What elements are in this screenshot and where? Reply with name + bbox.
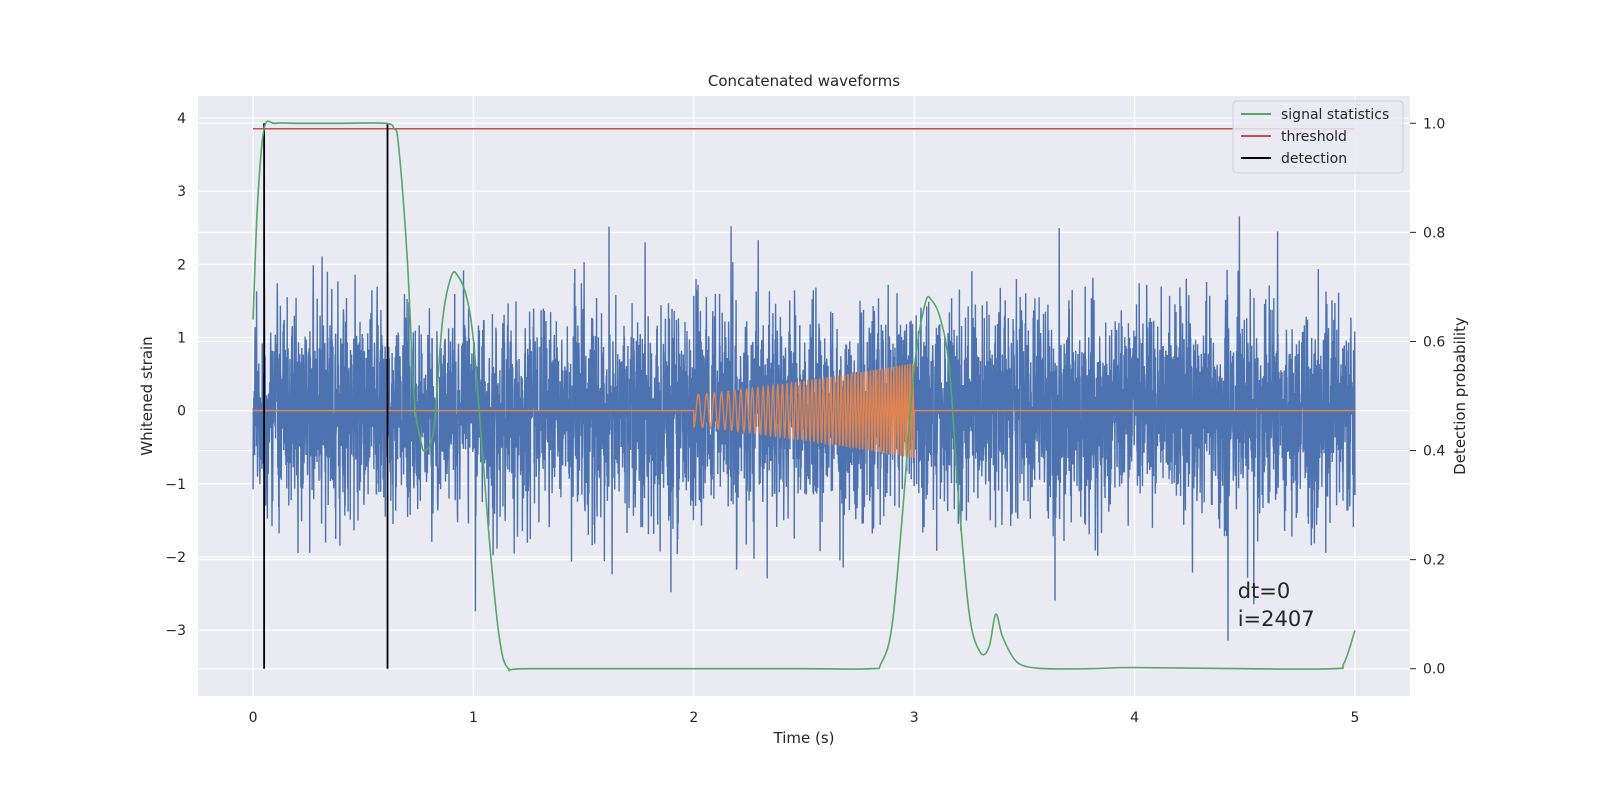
legend-label: detection xyxy=(1281,151,1347,167)
legend: signal statistics threshold detection xyxy=(1232,100,1404,174)
y-axis-label-right: Detection probability xyxy=(1451,317,1469,475)
y-tick-label-right: 0.8 xyxy=(1423,225,1445,241)
legend-label: threshold xyxy=(1281,129,1347,145)
y-tick-label-left: −1 xyxy=(165,477,186,493)
legend-box xyxy=(1232,100,1404,174)
y-tick-label-left: 0 xyxy=(177,404,186,420)
y-tick-label-right: 0.4 xyxy=(1423,444,1445,460)
y-tick-label-left: −3 xyxy=(165,623,186,639)
chart-title: Concatenated waveforms xyxy=(708,72,900,90)
grid-lines xyxy=(198,96,1410,696)
y-tick-label-left: 2 xyxy=(177,257,186,273)
y-tick-label-right: 1.0 xyxy=(1423,116,1445,132)
x-tick-label: 0 xyxy=(249,710,258,726)
data-layer xyxy=(252,120,1356,672)
x-tick-label: 4 xyxy=(1130,710,1139,726)
y-tick-label-left: −2 xyxy=(165,550,186,566)
annotation-line: dt=0 xyxy=(1238,579,1291,603)
noise-series-line xyxy=(252,216,1356,641)
x-tick-label: 2 xyxy=(689,710,698,726)
y-tick-label-left: 3 xyxy=(177,184,186,200)
y-tick-label-right: 0.6 xyxy=(1423,334,1445,350)
y-tick-label-right: 0.2 xyxy=(1423,553,1445,569)
tick-labels: 0 1 2 3 4 5 −3 −2 −1 0 1 2 3 4 0.0 0.2 0.4 0.6 0.8 1.0 xyxy=(165,111,1445,726)
legend-label: signal statistics xyxy=(1281,107,1389,123)
x-tick-label: 3 xyxy=(910,710,919,726)
x-tick-label: 5 xyxy=(1350,710,1359,726)
injection-series-line xyxy=(253,363,1355,459)
annotation-line: i=2407 xyxy=(1238,607,1315,631)
x-axis-label: Time (s) xyxy=(773,729,835,747)
y-axis-label-left: Whitened strain xyxy=(138,336,156,455)
y-tick-label-left: 1 xyxy=(177,330,186,346)
x-tick-label: 1 xyxy=(469,710,478,726)
y-tick-label-left: 4 xyxy=(177,111,186,127)
signal-statistics-line xyxy=(252,120,1356,672)
y-tick-label-right: 0.0 xyxy=(1423,662,1445,678)
annotation: dt=0 i=2407 xyxy=(1238,579,1315,631)
